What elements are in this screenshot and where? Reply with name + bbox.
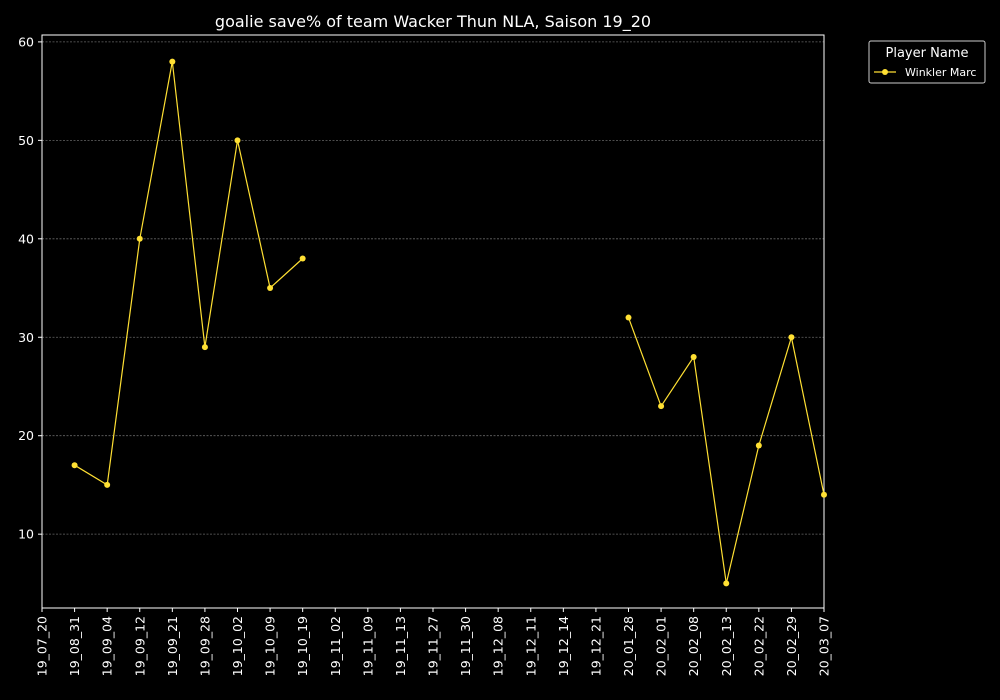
data-point — [755, 442, 762, 449]
data-point — [169, 58, 176, 65]
y-tick-label: 20 — [18, 428, 34, 443]
x-tick-label: 19_09_12 — [132, 616, 147, 676]
gridlines — [42, 41, 824, 535]
x-tick-label: 19_07_20 — [35, 616, 50, 676]
x-axis: 19_07_20 19_08_31 19_09_04 19_09_12 19_09_21… — [35, 608, 832, 676]
legend-swatch-marker — [882, 69, 888, 75]
data-point — [104, 481, 111, 488]
x-tick-label: 20_01_28 — [621, 616, 636, 676]
data-point — [658, 403, 665, 410]
x-tick-label: 19_10_19 — [295, 616, 310, 676]
x-tick-label: 19_12_21 — [588, 616, 603, 676]
x-tick-label: 19_11_27 — [426, 616, 441, 676]
x-tick-label: 19_12_11 — [523, 616, 538, 676]
series-layer — [71, 58, 827, 587]
y-tick-label: 40 — [18, 231, 34, 246]
legend-box — [868, 40, 986, 84]
x-tick-label: 20_03_07 — [817, 616, 832, 676]
x-tick-label: 19_09_21 — [165, 616, 180, 676]
x-tick-label: 19_11_30 — [458, 616, 473, 676]
x-tick-label: 19_12_08 — [491, 616, 506, 676]
y-axis: 10 20 30 40 50 60 — [18, 34, 42, 542]
x-tick-label: 19_11_13 — [393, 616, 408, 676]
x-tick-label: 19_10_09 — [263, 616, 278, 676]
x-tick-label: 20_02_13 — [719, 616, 734, 676]
y-tick-label: 10 — [18, 527, 34, 542]
series-line — [74, 61, 304, 486]
chart-title: goalie save% of team Wacker Thun NLA, Sa… — [215, 12, 651, 32]
data-point — [299, 255, 306, 262]
data-point — [234, 137, 241, 144]
x-tick-label: 20_02_08 — [686, 616, 701, 676]
y-tick-label: 50 — [18, 133, 34, 148]
data-point — [690, 353, 697, 360]
data-point — [821, 491, 827, 498]
legend-entry-winkler-marc: Winkler Marc — [905, 66, 976, 79]
data-point — [201, 344, 208, 351]
data-point — [788, 334, 795, 341]
x-tick-label: 20_02_29 — [784, 616, 799, 676]
x-tick-label: 19_11_02 — [328, 616, 343, 676]
data-point — [136, 235, 143, 242]
x-tick-label: 19_11_09 — [360, 616, 375, 676]
y-tick-label: 30 — [18, 330, 34, 345]
plot-frame — [41, 34, 825, 609]
x-tick-label: 19_12_14 — [556, 616, 571, 676]
y-tick-label: 60 — [18, 34, 34, 49]
x-tick-label: 19_10_02 — [230, 616, 245, 676]
x-tick-label: 19_08_31 — [67, 616, 82, 676]
data-point — [71, 462, 78, 469]
x-tick-label: 19_09_28 — [197, 616, 212, 676]
data-point — [267, 285, 274, 292]
x-tick-label: 19_09_04 — [100, 616, 115, 676]
data-point — [723, 580, 730, 587]
x-tick-label: 20_02_22 — [751, 616, 766, 676]
series-line — [627, 317, 825, 584]
legend: Player Name Winkler Marc — [868, 40, 986, 84]
legend-title: Player Name — [886, 46, 969, 61]
x-tick-label: 20_02_01 — [654, 616, 669, 676]
data-point — [625, 314, 632, 321]
